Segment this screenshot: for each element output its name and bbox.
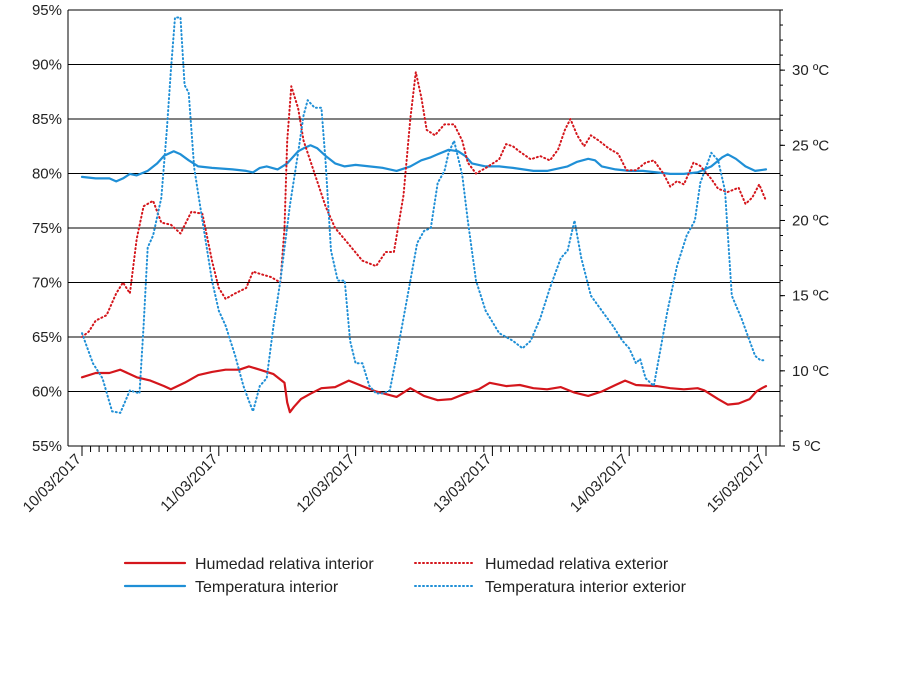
y-axis-left-ticks: 95% 90% 85% 80% 75% 70% 65% 60% 55% bbox=[32, 2, 62, 455]
y-right-tick-label: 10 ºC bbox=[792, 363, 829, 380]
legend-label: Temperatura interior exterior bbox=[485, 579, 687, 596]
x-tick-label: 13/03/2017 bbox=[430, 451, 495, 516]
x-axis-ticks: 10/03/2017 11/03/2017 12/03/2017 13/03/2017… bbox=[20, 446, 769, 516]
temperatura-interior-line bbox=[80, 144, 768, 183]
y-right-tick-label: 15 ºC bbox=[792, 288, 829, 305]
legend: Humedad relativa interior Humedad relativ… bbox=[123, 556, 687, 596]
legend-label: Humedad relativa interior bbox=[195, 556, 374, 573]
y-left-tick-label: 60% bbox=[32, 384, 62, 401]
y-left-tick-label: 65% bbox=[32, 329, 62, 346]
x-tick-label: 14/03/2017 bbox=[567, 451, 632, 516]
humedad-relativa-exterior-line bbox=[81, 71, 767, 338]
y-left-tick-label: 55% bbox=[32, 438, 62, 455]
x-tick-label: 12/03/2017 bbox=[293, 451, 358, 516]
series-lines bbox=[80, 16, 768, 414]
y-left-tick-label: 90% bbox=[32, 57, 62, 74]
y-left-tick-label: 75% bbox=[32, 220, 62, 237]
y-left-tick-label: 95% bbox=[32, 2, 62, 19]
y-left-tick-label: 80% bbox=[32, 166, 62, 183]
legend-label: Temperatura interior bbox=[195, 579, 339, 596]
y-right-tick-label: 20 ºC bbox=[792, 212, 829, 229]
gridlines bbox=[68, 9, 780, 392]
y-left-tick-label: 70% bbox=[32, 275, 62, 292]
humedad-relativa-interior-line bbox=[80, 365, 768, 414]
x-tick-label: 10/03/2017 bbox=[20, 451, 85, 516]
x-tick-label: 15/03/2017 bbox=[704, 451, 769, 516]
y-left-tick-label: 85% bbox=[32, 111, 62, 128]
y-right-tick-label: 30 ºC bbox=[792, 62, 829, 79]
x-tick-label: 11/03/2017 bbox=[157, 451, 221, 515]
legend-label: Humedad relativa exterior bbox=[485, 556, 669, 573]
y-right-tick-label: 5 ºC bbox=[792, 438, 821, 455]
y-right-tick-label: 25 ºC bbox=[792, 137, 829, 154]
temperatura-interior-exterior-line bbox=[81, 16, 767, 414]
y-axis-right-ticks: 30 ºC 25 ºC 20 ºC 15 ºC 10 ºC 5 ºC bbox=[780, 9, 829, 455]
